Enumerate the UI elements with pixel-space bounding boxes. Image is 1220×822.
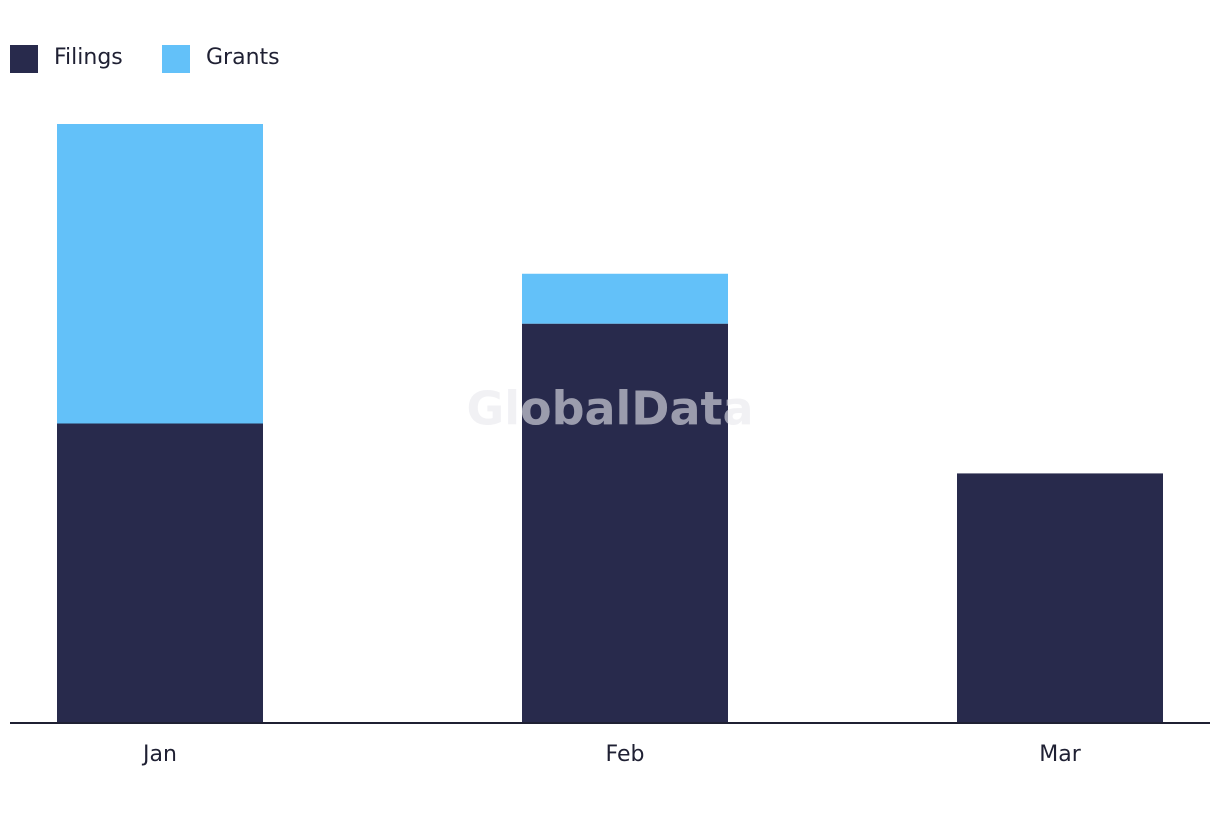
x-tick-label: Feb xyxy=(606,742,645,767)
legend-label: Filings xyxy=(54,45,123,70)
legend-label: Grants xyxy=(206,45,280,70)
bar-segment xyxy=(57,124,263,424)
bar-segment xyxy=(957,473,1163,723)
bar-segment xyxy=(522,273,728,324)
x-tick-label: Jan xyxy=(141,742,177,767)
legend-swatch xyxy=(10,45,38,73)
watermark: GlobalData xyxy=(466,382,753,436)
x-tick-label: Mar xyxy=(1039,742,1081,767)
bar-segment xyxy=(57,423,263,723)
legend-swatch xyxy=(162,45,190,73)
bar-segment xyxy=(522,323,728,723)
